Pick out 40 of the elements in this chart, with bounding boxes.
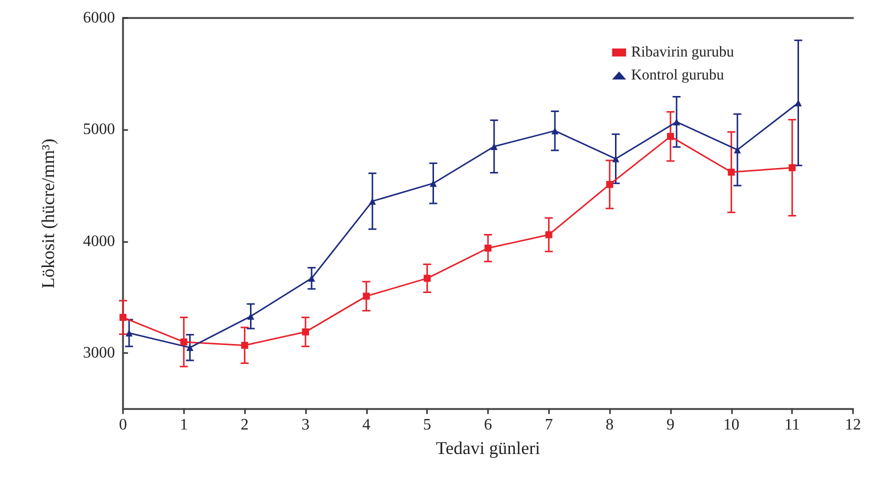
point	[728, 168, 735, 176]
point	[241, 342, 248, 349]
point	[484, 244, 492, 252]
point	[302, 328, 309, 336]
y-axis-title: Lökosit (hücre/mm³)	[38, 138, 58, 288]
y-tick-label: 4000	[83, 232, 115, 250]
x-tick-label: 3	[302, 416, 310, 434]
point	[180, 338, 188, 346]
point	[545, 231, 552, 238]
point	[424, 274, 431, 282]
legend-label: Kontrol gurubu	[631, 68, 724, 84]
x-tick-label: 9	[666, 416, 674, 434]
point	[673, 118, 680, 126]
point	[551, 127, 558, 134]
x-tick-label: 8	[606, 416, 614, 434]
point	[126, 330, 133, 337]
point	[362, 292, 370, 300]
point	[734, 146, 741, 154]
x-tick-label: 2	[240, 416, 249, 434]
x-tick-label: 0	[119, 416, 127, 434]
x-tick-label: 4	[362, 416, 370, 434]
point	[186, 344, 194, 352]
x-tick-label: 11	[784, 416, 800, 434]
point	[368, 198, 376, 205]
x-tick-label: 10	[723, 416, 740, 434]
y-tick-label: 6000	[83, 10, 115, 26]
x-tick-label: 1	[180, 416, 188, 434]
y-tick-label: 5000	[83, 121, 115, 138]
x-axis-title: Tedavi günleri	[436, 438, 540, 458]
x-tick-label: 5	[423, 416, 432, 434]
x-tick-label: 7	[544, 416, 553, 434]
point	[667, 132, 674, 140]
point	[308, 274, 316, 282]
x-tick-label: 6	[484, 416, 492, 434]
point	[788, 164, 796, 172]
point	[120, 314, 126, 321]
x-tick-label: 12	[845, 416, 861, 434]
y-tick-label: 3000	[83, 344, 115, 362]
legend-label: Ribavirin gurubu	[631, 44, 734, 60]
point	[606, 180, 614, 188]
